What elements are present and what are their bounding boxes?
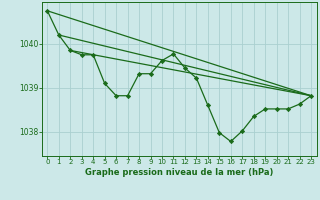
- X-axis label: Graphe pression niveau de la mer (hPa): Graphe pression niveau de la mer (hPa): [85, 168, 273, 177]
